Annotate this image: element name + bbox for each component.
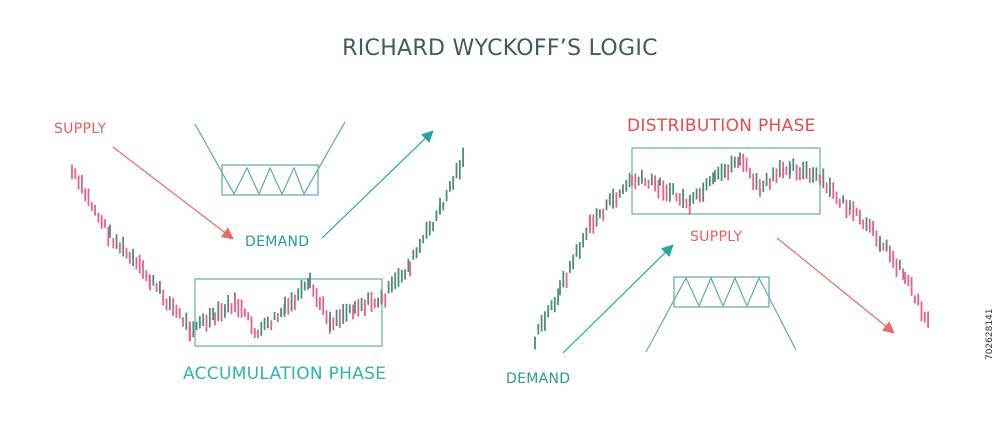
watermark-id: 702628141 bbox=[985, 308, 995, 360]
distribution-phase-label: DISTRIBUTION PHASE bbox=[627, 116, 816, 136]
supply-label-left: SUPPLY bbox=[54, 121, 107, 137]
page-title: RICHARD WYCKOFF’S LOGIC bbox=[342, 36, 658, 61]
demand-label-right: DEMAND bbox=[506, 371, 571, 387]
demand-arrow-left bbox=[321, 130, 434, 239]
accumulation-phase-label: ACCUMULATION PHASE bbox=[183, 364, 387, 384]
demand-arrow-right bbox=[562, 244, 674, 354]
supply-label-right: SUPPLY bbox=[690, 229, 743, 245]
demand-label-left: DEMAND bbox=[245, 234, 310, 250]
supply-arrow-right bbox=[776, 237, 895, 334]
accumulation-range-box bbox=[194, 278, 383, 347]
distribution-schematic bbox=[645, 276, 797, 353]
accumulation-schematic bbox=[194, 121, 346, 196]
candles bbox=[71, 147, 929, 350]
supply-arrow-left bbox=[112, 146, 234, 240]
